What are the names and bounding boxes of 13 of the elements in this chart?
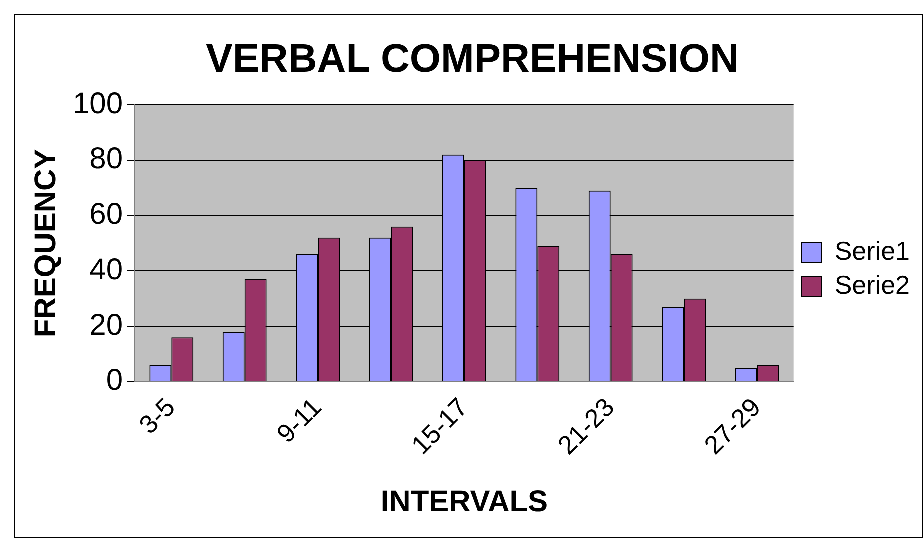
legend-label: Serie1 (834, 236, 910, 266)
y-tick-label: 20 (90, 308, 124, 342)
y-tick-label: 40 (90, 253, 124, 286)
x-tick-label: 9-11 (270, 392, 328, 449)
y-tick-label: 80 (90, 142, 124, 176)
x-tick-label: 3-5 (133, 392, 181, 440)
y-axis-title: FREQUENCY (29, 149, 62, 338)
y-tick-label: 100 (72, 87, 124, 120)
legend-label: Serie2 (834, 270, 910, 300)
chart-title: VERBAL COMPREHENSION (206, 37, 739, 82)
x-axis-title: INTERVALS (380, 485, 548, 518)
y-tick-label: 60 (90, 198, 124, 232)
y-tick-label: 0 (106, 364, 124, 398)
